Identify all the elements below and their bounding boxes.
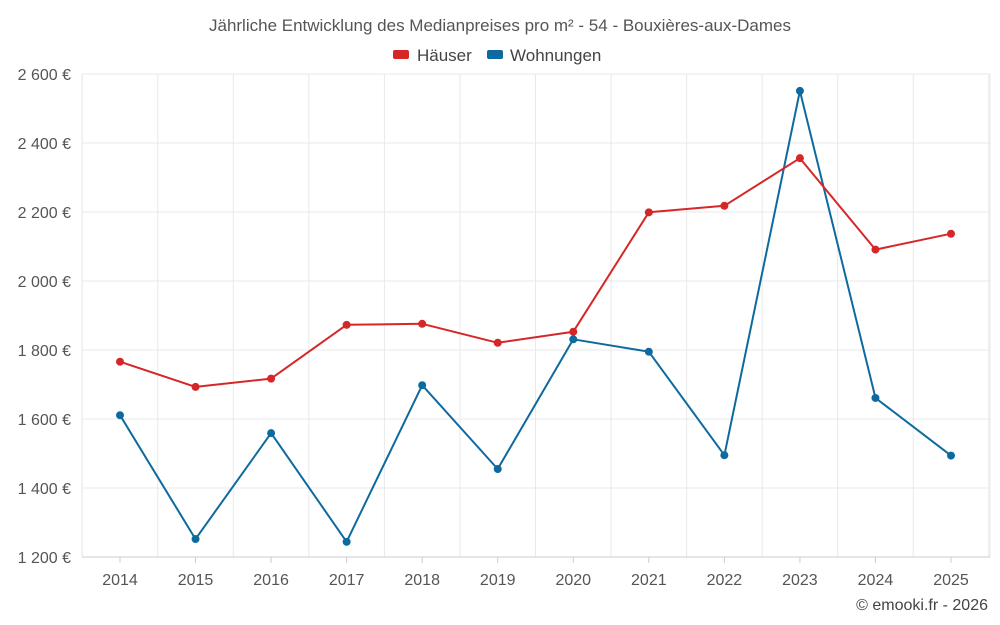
data-point-haeuser[interactable] <box>644 208 653 217</box>
x-tick-label: 2021 <box>631 572 667 589</box>
legend-label-wohnungen[interactable]: Wohnungen <box>510 46 601 65</box>
data-point-wohnungen[interactable] <box>720 451 729 460</box>
x-tick-label: 2016 <box>253 572 289 589</box>
x-tick-label: 2025 <box>933 572 969 589</box>
data-point-wohnungen[interactable] <box>267 429 276 438</box>
y-tick-label: 1 800 € <box>18 343 71 360</box>
legend-label-haeuser[interactable]: Häuser <box>417 46 472 65</box>
x-tick-label: 2014 <box>102 572 138 589</box>
data-point-haeuser[interactable] <box>342 320 351 329</box>
data-point-haeuser[interactable] <box>569 327 578 336</box>
credit-text: © emooki.fr - 2026 <box>856 597 988 614</box>
x-tick-label: 2024 <box>858 572 894 589</box>
y-tick-label: 1 600 € <box>18 412 71 429</box>
legend-swatch-wohnungen <box>487 50 503 59</box>
data-point-wohnungen[interactable] <box>191 535 200 544</box>
data-point-wohnungen[interactable] <box>947 451 955 460</box>
data-point-haeuser[interactable] <box>720 201 729 210</box>
grid <box>81 73 991 557</box>
y-tick-label: 1 400 € <box>18 481 71 498</box>
legend: Häuser Wohnungen <box>393 46 601 65</box>
x-tick-label: 2018 <box>404 572 440 589</box>
data-point-haeuser[interactable] <box>267 374 276 383</box>
data-point-wohnungen[interactable] <box>493 465 502 474</box>
x-tick-label: 2020 <box>555 572 591 589</box>
data-point-wohnungen[interactable] <box>871 393 880 402</box>
series-line-haeuser <box>119 157 952 388</box>
y-tick-label: 1 200 € <box>18 550 71 567</box>
series-line-wohnungen <box>119 89 952 543</box>
y-tick-label: 2 200 € <box>18 205 71 222</box>
data-point-wohnungen[interactable] <box>342 537 351 546</box>
data-point-haeuser[interactable] <box>871 245 880 254</box>
data-point-haeuser[interactable] <box>947 229 955 238</box>
axes: 1 200 € 1 400 € 1 600 € 1 800 € 2 000 € 2 200… <box>18 67 990 589</box>
data-point-haeuser[interactable] <box>116 357 124 366</box>
data-point-haeuser[interactable] <box>795 154 804 163</box>
data-point-haeuser[interactable] <box>493 338 502 347</box>
data-point-wohnungen[interactable] <box>569 335 578 344</box>
y-tick-label: 2 000 € <box>18 274 71 291</box>
y-tick-label: 2 400 € <box>18 136 71 153</box>
data-point-wohnungen[interactable] <box>418 381 427 390</box>
x-tick-label: 2017 <box>329 572 365 589</box>
data-point-wohnungen[interactable] <box>644 347 653 356</box>
data-point-haeuser[interactable] <box>191 382 200 391</box>
chart-title: Jährliche Entwicklung des Medianpreises … <box>209 16 791 35</box>
series <box>116 86 955 546</box>
data-point-haeuser[interactable] <box>418 319 427 328</box>
y-tick-label: 2 600 € <box>18 67 71 84</box>
x-tick-label: 2019 <box>480 572 516 589</box>
x-tick-label: 2023 <box>782 572 818 589</box>
data-point-wohnungen[interactable] <box>795 86 804 95</box>
x-tick-label: 2022 <box>707 572 743 589</box>
x-tick-label: 2015 <box>178 572 214 589</box>
legend-swatch-haeuser <box>393 50 409 59</box>
data-point-wohnungen[interactable] <box>116 411 124 420</box>
